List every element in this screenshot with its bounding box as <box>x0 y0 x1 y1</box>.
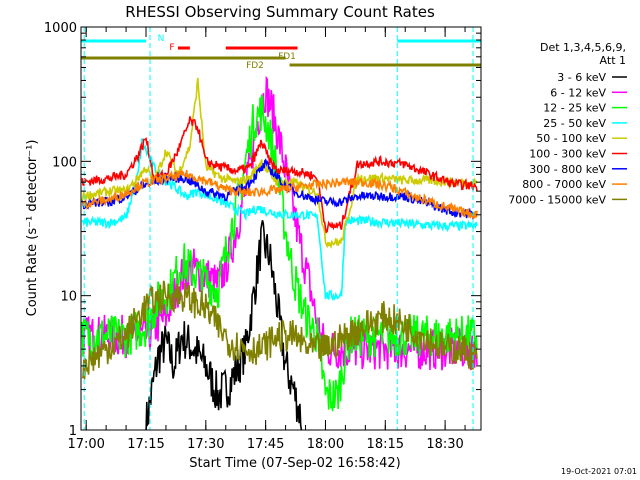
series-line-800-7000-kev <box>81 169 478 220</box>
legend-header: Det 1,3,4,5,6,9, <box>540 41 626 54</box>
flag-label-fd1: FD1 <box>278 52 296 62</box>
flag-label-f: F <box>169 43 174 53</box>
y-axis-label: Count Rate (s⁻¹ detector⁻¹) <box>25 140 40 317</box>
series-line-25-50-kev <box>81 138 478 302</box>
y-tick-label: 10 <box>60 290 77 305</box>
flag-label-n: N <box>158 34 165 44</box>
legend-label: 7000 - 15000 keV <box>508 193 606 206</box>
x-tick-label: 17:30 <box>187 437 224 452</box>
legend: Det 1,3,4,5,6,9,Att 1 3 - 6 keV 6 - 12 keV… <box>508 41 627 206</box>
timestamp: 19-Oct-2021 07:01 <box>561 467 637 476</box>
x-tick-label: 17:45 <box>247 437 284 452</box>
x-tick-label: 18:30 <box>426 437 463 452</box>
y-tick-label: 100 <box>52 155 77 170</box>
flag-label-fd2: FD2 <box>246 61 264 71</box>
x-tick-label: 18:15 <box>367 437 404 452</box>
series-line-3-6-kev <box>145 220 303 430</box>
legend-label: 25 - 50 keV <box>543 117 606 130</box>
legend-header: Att 1 <box>600 54 626 67</box>
plot-frame <box>80 26 482 431</box>
series-line-100-300-kev <box>81 116 478 234</box>
legend-label: 12 - 25 keV <box>543 102 606 115</box>
series-group <box>81 27 478 430</box>
legend-label: 300 - 800 keV <box>529 163 606 176</box>
x-tick-label: 17:00 <box>67 437 104 452</box>
legend-label: 100 - 300 keV <box>529 148 606 161</box>
legend-label: 3 - 6 keV <box>557 71 606 84</box>
x-axis-label: Start Time (07-Sep-02 16:58:42) <box>189 456 400 471</box>
legend-label: 50 - 100 keV <box>536 132 606 145</box>
y-tick-label: 1 <box>69 424 77 439</box>
series-line-7000-15000-kev <box>81 280 478 380</box>
plot-area: NF FD1 FD2 1 10 100 1000 17:00 17:15 17:30 17:45 18… <box>44 21 482 452</box>
x-tick-label: 18:00 <box>307 437 344 452</box>
legend-label: 6 - 12 keV <box>550 86 606 99</box>
legend-label: 800 - 7000 keV <box>522 178 606 191</box>
x-tick-label: 17:15 <box>127 437 164 452</box>
chart-title: RHESSI Observing Summary Count Rates <box>125 3 435 21</box>
y-tick-label: 1000 <box>44 21 77 36</box>
